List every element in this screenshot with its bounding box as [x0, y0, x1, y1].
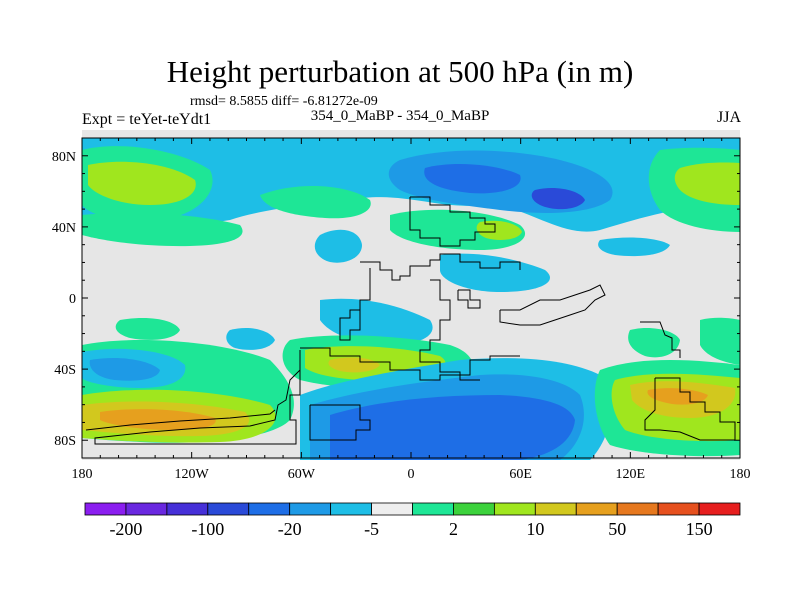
lon-tick-label: 120W — [175, 467, 210, 482]
contour-south-olive-central — [328, 357, 380, 373]
colorbar-swatch — [453, 502, 495, 516]
coastline-south — [94, 350, 301, 445]
colorbar-swatch — [207, 502, 250, 516]
contour-north-mint-east — [390, 209, 526, 250]
contour-north-deep-blue — [424, 164, 521, 194]
coastline-central-east — [457, 289, 481, 309]
colorbar-swatch — [534, 502, 577, 516]
coastline-central-north — [360, 253, 521, 281]
colorbar-swatch — [698, 502, 741, 516]
coastline-south-east — [644, 377, 736, 441]
coastline-west — [339, 268, 371, 341]
colorbar-label: -20 — [278, 519, 302, 539]
case-label: 354_0_MaBP - 354_0_MaBP — [310, 108, 490, 124]
colorbar-label: 10 — [526, 519, 544, 539]
contour-tropics-mint-west — [115, 318, 180, 340]
coastline-north — [409, 196, 496, 247]
colorbar-swatch — [412, 502, 454, 516]
colorbar-swatch — [616, 502, 659, 516]
colorbar: -200 -100 -20 -5 2 10 50 150 — [84, 502, 741, 539]
colorbar-label: 150 — [686, 519, 713, 539]
lat-tick-label: 80S — [54, 434, 76, 449]
colorbar-label: -200 — [109, 519, 142, 539]
contour-south-orange-east — [647, 388, 708, 405]
lon-tick-label: 180 — [72, 467, 93, 482]
contour-north-yellowgreen-east — [476, 220, 522, 240]
lat-tick-label: 0 — [69, 292, 76, 307]
experiment-label: Expt = teYet-teYdt1 — [82, 111, 212, 128]
colorbar-swatch — [84, 502, 127, 516]
contour-north-mint-west — [82, 212, 243, 247]
coastlines — [85, 196, 736, 445]
figure-title: Height perturbation at 500 hPa (in m) — [166, 54, 634, 89]
longitude-ticks: 180 120W 60W 0 60E 120E 180 — [72, 138, 751, 482]
contour-north-darkest-blue — [531, 188, 585, 210]
stats-line: rmsd= 8.5855 diff= -6.81272e-09 — [190, 94, 378, 109]
colorbar-swatch — [289, 502, 332, 516]
latitude-ticks: 80N 40N 0 40S 80S — [52, 150, 740, 449]
contour-north-mint-center — [260, 185, 371, 219]
lon-tick-label: 60E — [509, 467, 532, 482]
coastline-south-central — [300, 347, 520, 381]
lat-tick-label: 40S — [54, 363, 76, 378]
colorbar-swatch — [493, 502, 536, 516]
contour-tropics-cyan-west — [314, 229, 362, 263]
coastline-south-west — [85, 409, 276, 431]
coastline-far-east — [640, 321, 681, 358]
lat-tick-label: 80N — [52, 150, 76, 165]
lon-tick-label: 120E — [616, 467, 646, 482]
coastline-east — [499, 284, 606, 326]
colorbar-swatch — [657, 502, 700, 516]
contour-tropics-mint-far-east — [700, 317, 740, 365]
contour-north-yellowgreen-left — [88, 161, 196, 205]
lon-tick-label: 180 — [730, 467, 751, 482]
contour-tropics-cyan-south — [320, 298, 433, 345]
coastline-central-west — [419, 279, 480, 381]
coastline-south-mid — [309, 404, 371, 441]
contour-tropics-cyan-west-small — [226, 328, 275, 350]
contour-north-yellowgreen-right — [674, 162, 740, 205]
contour-tropics-cyan-central — [440, 253, 550, 292]
colorbar-label: -100 — [191, 519, 224, 539]
lat-tick-label: 40N — [52, 221, 76, 236]
lon-tick-label: 0 — [408, 467, 415, 482]
contour-tropics-cyan-east — [598, 237, 670, 257]
contour-south-blue-west — [89, 358, 160, 381]
contour-south-deep-blue-basin — [330, 395, 575, 460]
season-label: JJA — [716, 109, 741, 126]
colorbar-label: 2 — [449, 519, 458, 539]
colorbar-label: 50 — [608, 519, 626, 539]
contour-field — [82, 130, 740, 460]
colorbar-swatch — [248, 502, 291, 516]
lon-tick-label: 60W — [288, 467, 316, 482]
colorbar-swatch — [575, 502, 618, 516]
colorbar-swatch — [371, 502, 413, 516]
colorbar-label: -5 — [364, 519, 379, 539]
colorbar-swatch — [330, 502, 372, 516]
colorbar-swatch — [166, 502, 209, 516]
colorbar-swatch — [125, 502, 168, 516]
